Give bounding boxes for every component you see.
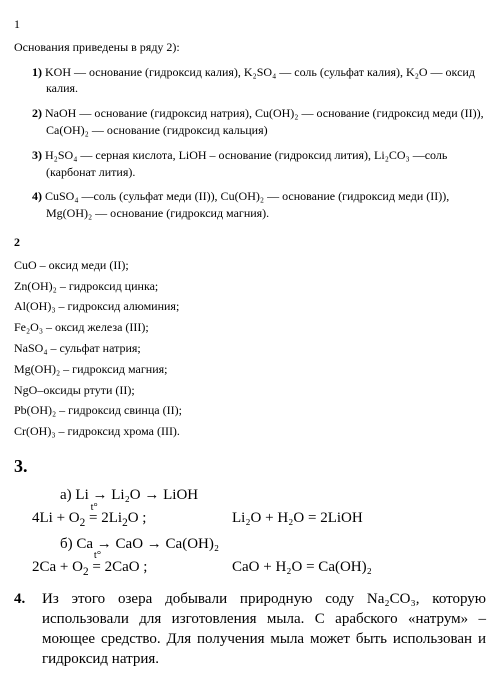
q1-item-1: 1) KOH — основание (гидроксид калия), K₂… bbox=[32, 64, 486, 98]
q1-item-3: 3) H₂SO₄ — серная кислота, LiOH – основа… bbox=[32, 147, 486, 181]
q4-block: 4. Из этого озера добывали природную сод… bbox=[14, 589, 486, 670]
q1-item-1-num: 1) bbox=[32, 65, 42, 79]
q1-item-3-text: H₂SO₄ — серная кислота, LiOH – основание… bbox=[45, 148, 447, 179]
q3-b-eq-left: 2Ca + O2 = 2CaO ; bbox=[32, 557, 232, 581]
q3-a-eq-left: 4Li + O2 = 2Li2O ; bbox=[32, 508, 232, 532]
q1-item-4: 4) CuSO₄ —соль (сульфат меди (II)), Cu(O… bbox=[32, 188, 486, 222]
q2-line-8: Cr(OH)₃ – гидроксид хрома (III). bbox=[14, 423, 486, 440]
q2-line-2: Al(OH)₃ – гидроксид алюминия; bbox=[14, 298, 486, 315]
q3-a-eqrow: 4Li + O2 = 2Li2O ; Li₂O + H₂O = 2LiOH bbox=[32, 508, 486, 532]
q2-line-0: CuO – оксид меди (II); bbox=[14, 257, 486, 274]
q1-item-1-text: KOH — основание (гидроксид калия), K₂SO₄… bbox=[45, 65, 475, 96]
q3-a-eq-right: Li₂O + H₂O = 2LiOH bbox=[232, 508, 363, 529]
q4-number: 4. bbox=[14, 589, 25, 609]
q4-paragraph: 4. Из этого озера добывали природную сод… bbox=[42, 589, 486, 670]
q2-number: 2 bbox=[14, 234, 486, 251]
q1-intro: Основания приведены в ряду 2): bbox=[14, 39, 486, 56]
q2-line-5: Mg(OH)₂ – гидроксид магния; bbox=[14, 361, 486, 378]
q2-line-7: Pb(OH)₂ – гидроксид свинца (II); bbox=[14, 402, 486, 419]
q3-b-eqrow: 2Ca + O2 = 2CaO ; CaO + H₂O = Ca(OH)₂ bbox=[32, 557, 486, 581]
q3-b-chain: б) Ca → CaO → Ca(OH)₂ bbox=[60, 534, 486, 555]
q1-item-4-text: CuSO₄ —соль (сульфат меди (II)), Cu(OH)₂… bbox=[45, 189, 449, 220]
q3-block-a: a) Li → Li₂O → LiOH 4Li + O2 = 2Li2O ; L… bbox=[32, 485, 486, 581]
q1-item-2-num: 2) bbox=[32, 106, 42, 120]
q4-text: Из этого озера добывали природную соду N… bbox=[42, 591, 486, 668]
q3-b-eq-right: CaO + H₂O = Ca(OH)₂ bbox=[232, 557, 372, 578]
q2-line-1: Zn(OH)₂ – гидроксид цинка; bbox=[14, 278, 486, 295]
q2-line-3: Fe₂O₃ – оксид железа (III); bbox=[14, 319, 486, 336]
q1-item-2: 2) NaOH — основание (гидроксид натрия), … bbox=[32, 105, 486, 139]
q1-item-2-text: NaOH — основание (гидроксид натрия), Cu(… bbox=[45, 106, 484, 137]
q1-number: 1 bbox=[14, 16, 486, 33]
q3-number: 3. bbox=[14, 454, 486, 479]
q1-item-4-num: 4) bbox=[32, 189, 42, 203]
q2-line-6: NgO–оксиды ртути (II); bbox=[14, 382, 486, 399]
q1-item-3-num: 3) bbox=[32, 148, 42, 162]
q2-line-4: NaSO₄ – сульфат натрия; bbox=[14, 340, 486, 357]
q3-a-chain: a) Li → Li₂O → LiOH bbox=[60, 485, 486, 506]
